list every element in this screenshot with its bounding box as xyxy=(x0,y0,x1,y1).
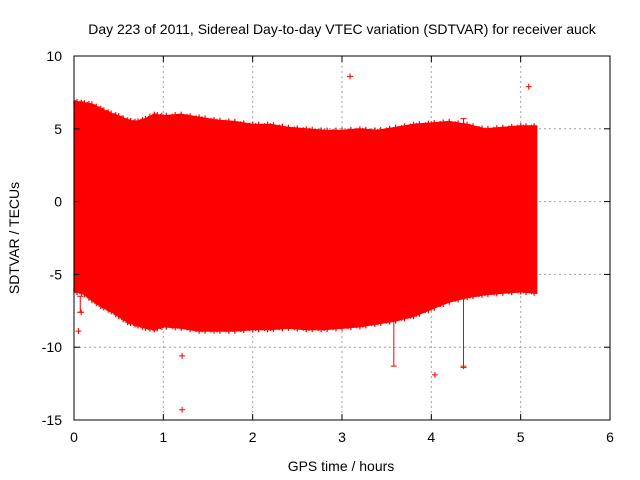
axes: 0 1 2 3 4 5 6 -15 -10 -5 0 5 10 xyxy=(42,48,614,445)
x-tick-label-0: 0 xyxy=(70,429,78,445)
data-band xyxy=(73,99,538,334)
y-axis-label: SDTVAR / TECUs xyxy=(6,182,22,294)
chart-title: Day 223 of 2011, Sidereal Day-to-day VTE… xyxy=(88,21,597,37)
outlier-point-6 xyxy=(460,363,467,370)
x-tick-label-4: 4 xyxy=(427,429,435,445)
outlier-point-1 xyxy=(78,309,85,316)
x-tick-label-2: 2 xyxy=(249,429,257,445)
x-tick-label-5: 5 xyxy=(517,429,525,445)
x-tick-label-3: 3 xyxy=(338,429,346,445)
outlier-points xyxy=(75,73,532,413)
outlier-point-4 xyxy=(347,73,354,80)
outlier-point-3 xyxy=(179,406,186,413)
error-bar-3 xyxy=(460,118,467,130)
error-bar-1 xyxy=(390,320,397,367)
y-tick-label-10: 10 xyxy=(46,48,62,64)
error-bar-0 xyxy=(77,295,84,313)
y-tick-label--10: -10 xyxy=(42,339,62,355)
x-tick-label-1: 1 xyxy=(159,429,167,445)
y-tick-label--5: -5 xyxy=(50,266,63,282)
x-tick-label-6: 6 xyxy=(606,429,614,445)
error-bars xyxy=(77,118,467,369)
y-tick-label--15: -15 xyxy=(42,412,62,428)
outlier-point-2 xyxy=(179,352,186,359)
x-axis-label: GPS time / hours xyxy=(288,458,395,474)
outlier-point-0 xyxy=(75,328,82,335)
error-bar-2 xyxy=(460,297,467,369)
outlier-point-7 xyxy=(525,83,532,90)
outlier-point-5 xyxy=(431,371,438,378)
y-tick-label-0: 0 xyxy=(54,194,62,210)
y-tick-label-5: 5 xyxy=(54,121,62,137)
